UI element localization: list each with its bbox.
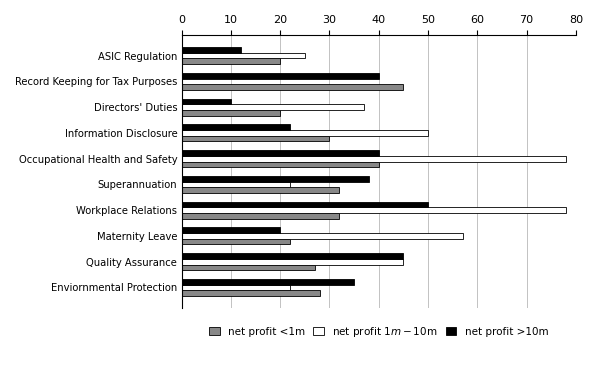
Bar: [182, 136, 329, 141]
Bar: [182, 53, 305, 59]
Bar: [182, 104, 364, 110]
Bar: [182, 227, 280, 233]
Bar: [182, 182, 290, 187]
Bar: [182, 73, 379, 78]
Bar: [182, 162, 379, 167]
Bar: [182, 264, 315, 270]
Bar: [182, 207, 566, 213]
Bar: [182, 130, 428, 136]
Bar: [182, 156, 566, 162]
Legend: net profit <1m, net profit $1m-$10m, net profit >10m: net profit <1m, net profit $1m-$10m, net…: [209, 325, 548, 339]
Bar: [182, 259, 404, 264]
Bar: [182, 253, 404, 259]
Bar: [182, 202, 428, 207]
Bar: [182, 47, 241, 53]
Bar: [182, 187, 339, 193]
Bar: [182, 59, 280, 64]
Bar: [182, 150, 379, 156]
Bar: [182, 285, 290, 290]
Bar: [182, 125, 290, 130]
Bar: [182, 110, 280, 116]
Bar: [182, 279, 354, 285]
Bar: [182, 233, 462, 239]
Bar: [182, 99, 231, 104]
Bar: [182, 176, 369, 182]
Bar: [182, 290, 319, 296]
Bar: [182, 213, 339, 219]
Bar: [182, 239, 290, 245]
Bar: [182, 84, 404, 90]
